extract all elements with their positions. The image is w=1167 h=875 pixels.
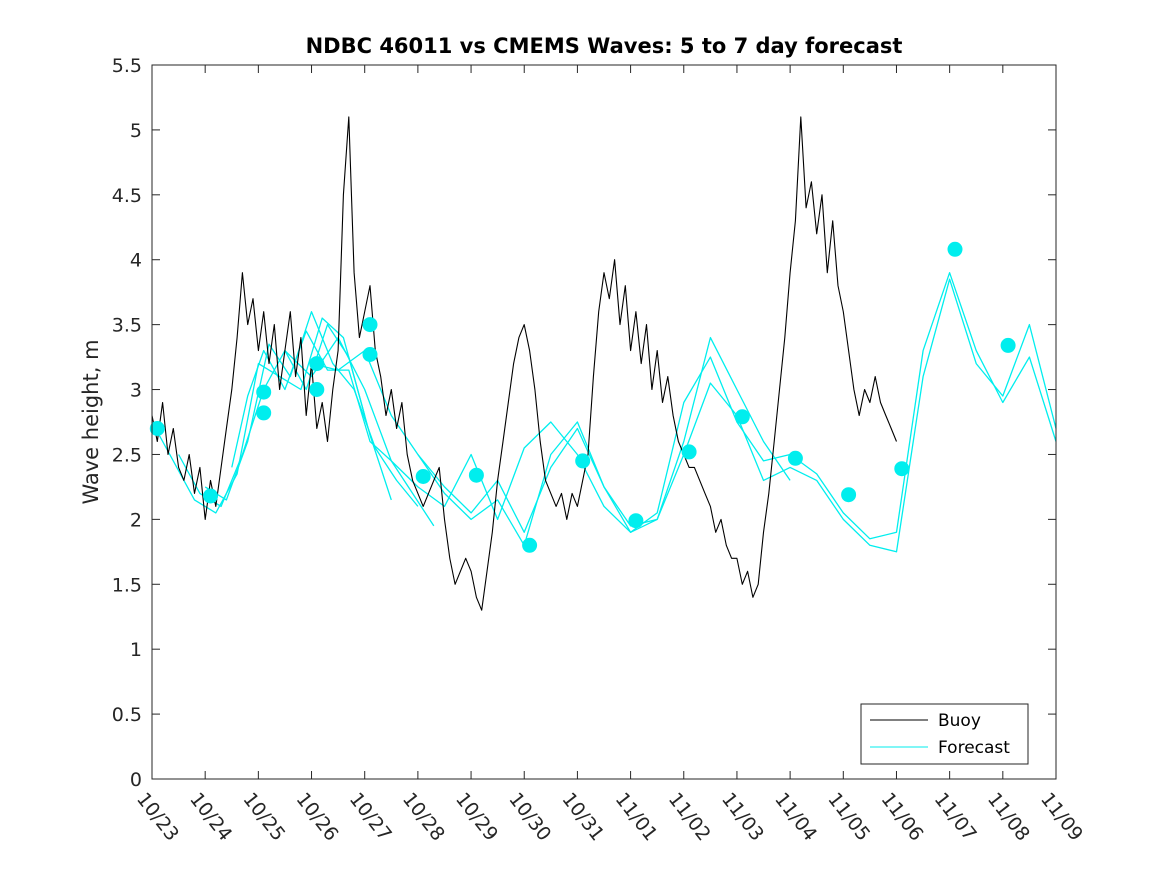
forecast-line-1	[151, 317, 366, 514]
y-tick-label: 4.5	[112, 185, 142, 207]
forecast-marker	[734, 409, 750, 425]
plot-frame	[151, 64, 1057, 780]
y-tick-label: 3	[130, 380, 142, 402]
y-axis-label: Wave height, m	[79, 339, 103, 504]
forecast-marker	[787, 450, 803, 466]
buoy-series	[151, 116, 898, 611]
y-tick-label: 1.5	[112, 574, 142, 596]
forecast-marker	[841, 487, 857, 503]
x-tick-label: 11/04	[770, 789, 821, 846]
y-tick-label: 5.5	[112, 55, 142, 77]
forecast-marker	[362, 347, 378, 362]
x-tick-label: 10/27	[345, 789, 396, 846]
x-tick-label: 11/07	[930, 789, 981, 846]
forecast-marker	[522, 537, 538, 553]
y-tick-label: 0	[130, 769, 142, 791]
y-tick-label: 2.5	[112, 444, 142, 466]
forecast-marker	[1000, 337, 1016, 353]
x-tick-label: 10/31	[557, 789, 608, 846]
x-tick-label: 11/09	[1036, 789, 1087, 846]
legend-buoy-label: Buoy	[938, 711, 981, 731]
plot-area	[149, 64, 1057, 780]
forecast-line-4	[231, 330, 435, 527]
x-tick-label: 10/26	[292, 789, 343, 846]
x-tick-label: 11/06	[877, 789, 928, 846]
forecast-marker	[894, 461, 910, 477]
x-tick-label: 11/08	[983, 789, 1034, 846]
y-tick-label: 3.5	[112, 315, 142, 337]
plot-background	[152, 65, 1056, 779]
forecast-marker	[256, 384, 272, 400]
x-tick-label: 10/23	[132, 789, 183, 846]
x-tick-label: 10/24	[185, 789, 236, 846]
forecast-marker	[309, 356, 325, 372]
forecast-marker	[149, 421, 165, 436]
y-tick-label: 5	[130, 120, 142, 142]
forecast-marker	[256, 405, 272, 421]
y-tick-label: 0.5	[112, 704, 142, 726]
y-tick-label: 4	[130, 250, 142, 272]
x-tick-label: 10/25	[238, 789, 289, 846]
x-tick-label: 11/02	[664, 789, 715, 846]
legend-forecast-label: Forecast	[938, 738, 1010, 758]
forecast-marker	[415, 469, 431, 484]
forecast-marker	[309, 382, 325, 397]
y-axis: 0 0.5 1 1.5 2 2.5 3 3.5 4 4.5 5 5.5	[112, 55, 1056, 791]
y-tick-label: 1	[130, 639, 142, 661]
x-tick-label: 10/30	[504, 789, 555, 846]
x-tick-label: 11/03	[717, 789, 768, 846]
forecast-marker	[681, 444, 697, 460]
x-tick-label: 11/05	[823, 789, 874, 846]
y-tick-label: 2	[130, 509, 142, 531]
x-tick-label: 10/28	[398, 789, 449, 846]
forecast-marker	[468, 467, 484, 483]
forecast-marker	[362, 317, 378, 333]
forecast-line-3	[204, 311, 419, 507]
forecast-line-7	[417, 336, 791, 546]
forecast-markers	[149, 241, 1016, 553]
legend: Buoy Forecast	[860, 703, 1029, 765]
forecast-marker	[947, 241, 963, 257]
x-tick-label: 10/29	[451, 789, 502, 846]
forecast-marker	[575, 453, 591, 469]
buoy-line	[151, 116, 898, 611]
forecast-marker	[203, 488, 218, 504]
legend-box	[860, 703, 1029, 765]
forecast-marker	[628, 513, 644, 529]
x-tick-label: 11/01	[611, 789, 662, 846]
chart-title: NDBC 46011 vs CMEMS Waves: 5 to 7 day fo…	[306, 34, 903, 58]
